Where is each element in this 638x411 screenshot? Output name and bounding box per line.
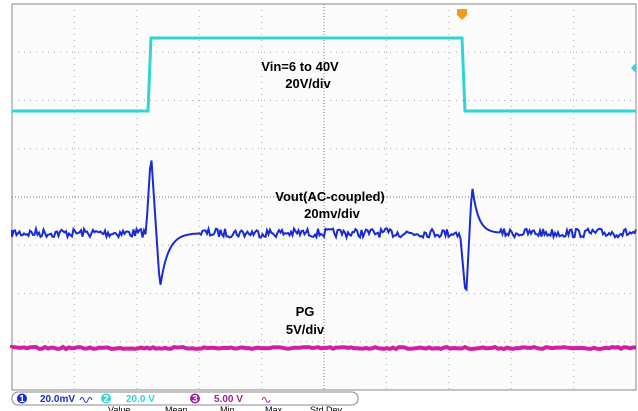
measurement-header: Value: [108, 405, 130, 411]
channel-number: 3: [192, 394, 198, 405]
trace-label: PG: [296, 304, 315, 319]
channel-scale: 20.0 V: [126, 394, 155, 405]
status-box: [11, 391, 359, 406]
trace-scale: 20mv/div: [304, 206, 360, 221]
channel-number: 2: [103, 394, 109, 405]
measurement-headers: Value Mean Min Max Std Dev: [108, 405, 343, 411]
trace-scale: 20V/div: [285, 76, 331, 91]
measurement-header: Mean: [165, 405, 188, 411]
trigger-level-marker: [631, 63, 636, 73]
trace-label: Vout(AC-coupled): [275, 189, 385, 204]
coupling-icon: [79, 397, 93, 403]
channel-scale: 20.0mV: [40, 394, 75, 405]
channel-badge: [190, 393, 200, 404]
channel-badge: [17, 393, 27, 404]
channel-badge: [101, 393, 111, 404]
channel-number: 1: [19, 394, 25, 405]
vin-waveform: [12, 36, 636, 113]
trigger-position-marker: [457, 9, 467, 20]
vout-waveform: [11, 160, 637, 292]
pg-waveform: [10, 344, 637, 352]
graticule: [12, 4, 636, 390]
waveforms: [10, 36, 637, 352]
measurement-header: Max: [265, 405, 283, 411]
trace-scale: 5V/div: [286, 322, 325, 337]
trace-label: Vin=6 to 40V: [261, 59, 339, 74]
channel-scale: 5.00 V: [214, 394, 243, 405]
measurement-header: Std Dev: [310, 405, 343, 411]
coupling-icon: [261, 397, 271, 403]
measurement-header: Min: [220, 405, 235, 411]
